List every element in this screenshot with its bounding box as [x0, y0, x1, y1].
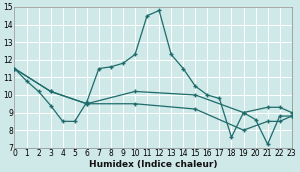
X-axis label: Humidex (Indice chaleur): Humidex (Indice chaleur) — [89, 159, 218, 169]
